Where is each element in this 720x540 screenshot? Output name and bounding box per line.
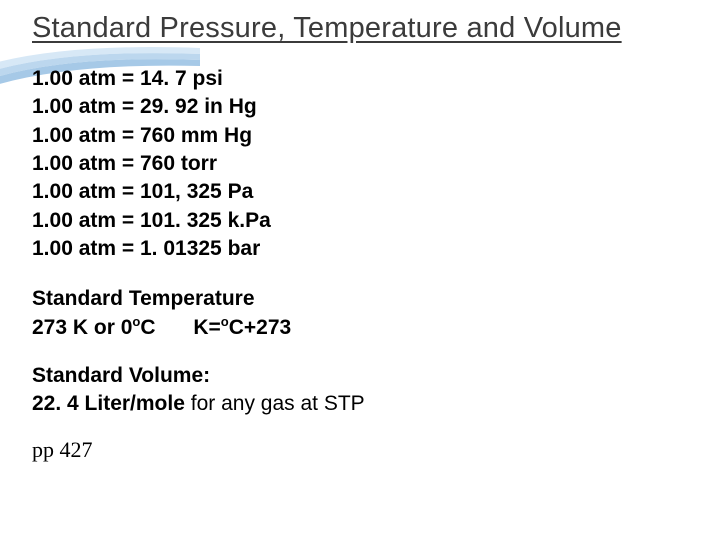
pressure-line: 1.00 atm = 760 torr	[32, 150, 692, 178]
slide-title: Standard Pressure, Temperature and Volum…	[32, 12, 692, 45]
formula-post: C+273	[229, 316, 291, 339]
degree-superscript: o	[221, 314, 229, 329]
std-vol-rest: for any gas at STP	[185, 392, 365, 415]
standard-volume-value: 22. 4 Liter/mole for any gas at STP	[32, 390, 692, 418]
std-temp-kelvin-celsius: 273 K or 0	[32, 316, 132, 339]
standard-temperature-value: 273 K or 0 o C K=oC+273	[32, 314, 692, 342]
pressure-line: 1.00 atm = 760 mm Hg	[32, 122, 692, 150]
slide-body: 1.00 atm = 14. 7 psi 1.00 atm = 29. 92 i…	[32, 65, 692, 463]
pressure-line: 1.00 atm = 101, 325 Pa	[32, 178, 692, 206]
pressure-line: 1.00 atm = 101. 325 k.Pa	[32, 207, 692, 235]
standard-temperature-heading: Standard Temperature	[32, 285, 692, 313]
std-vol-number: 22. 4 Liter/mole	[32, 392, 185, 415]
pressure-line: 1.00 atm = 1. 01325 bar	[32, 235, 692, 263]
page-reference: pp 427	[32, 437, 692, 463]
std-temp-formula: K=oC+273	[193, 314, 291, 342]
formula-pre: K=	[193, 316, 220, 339]
pressure-line: 1.00 atm = 14. 7 psi	[32, 65, 692, 93]
std-temp-c: C	[140, 316, 155, 339]
standard-volume-heading: Standard Volume:	[32, 362, 692, 390]
pressure-line: 1.00 atm = 29. 92 in Hg	[32, 93, 692, 121]
